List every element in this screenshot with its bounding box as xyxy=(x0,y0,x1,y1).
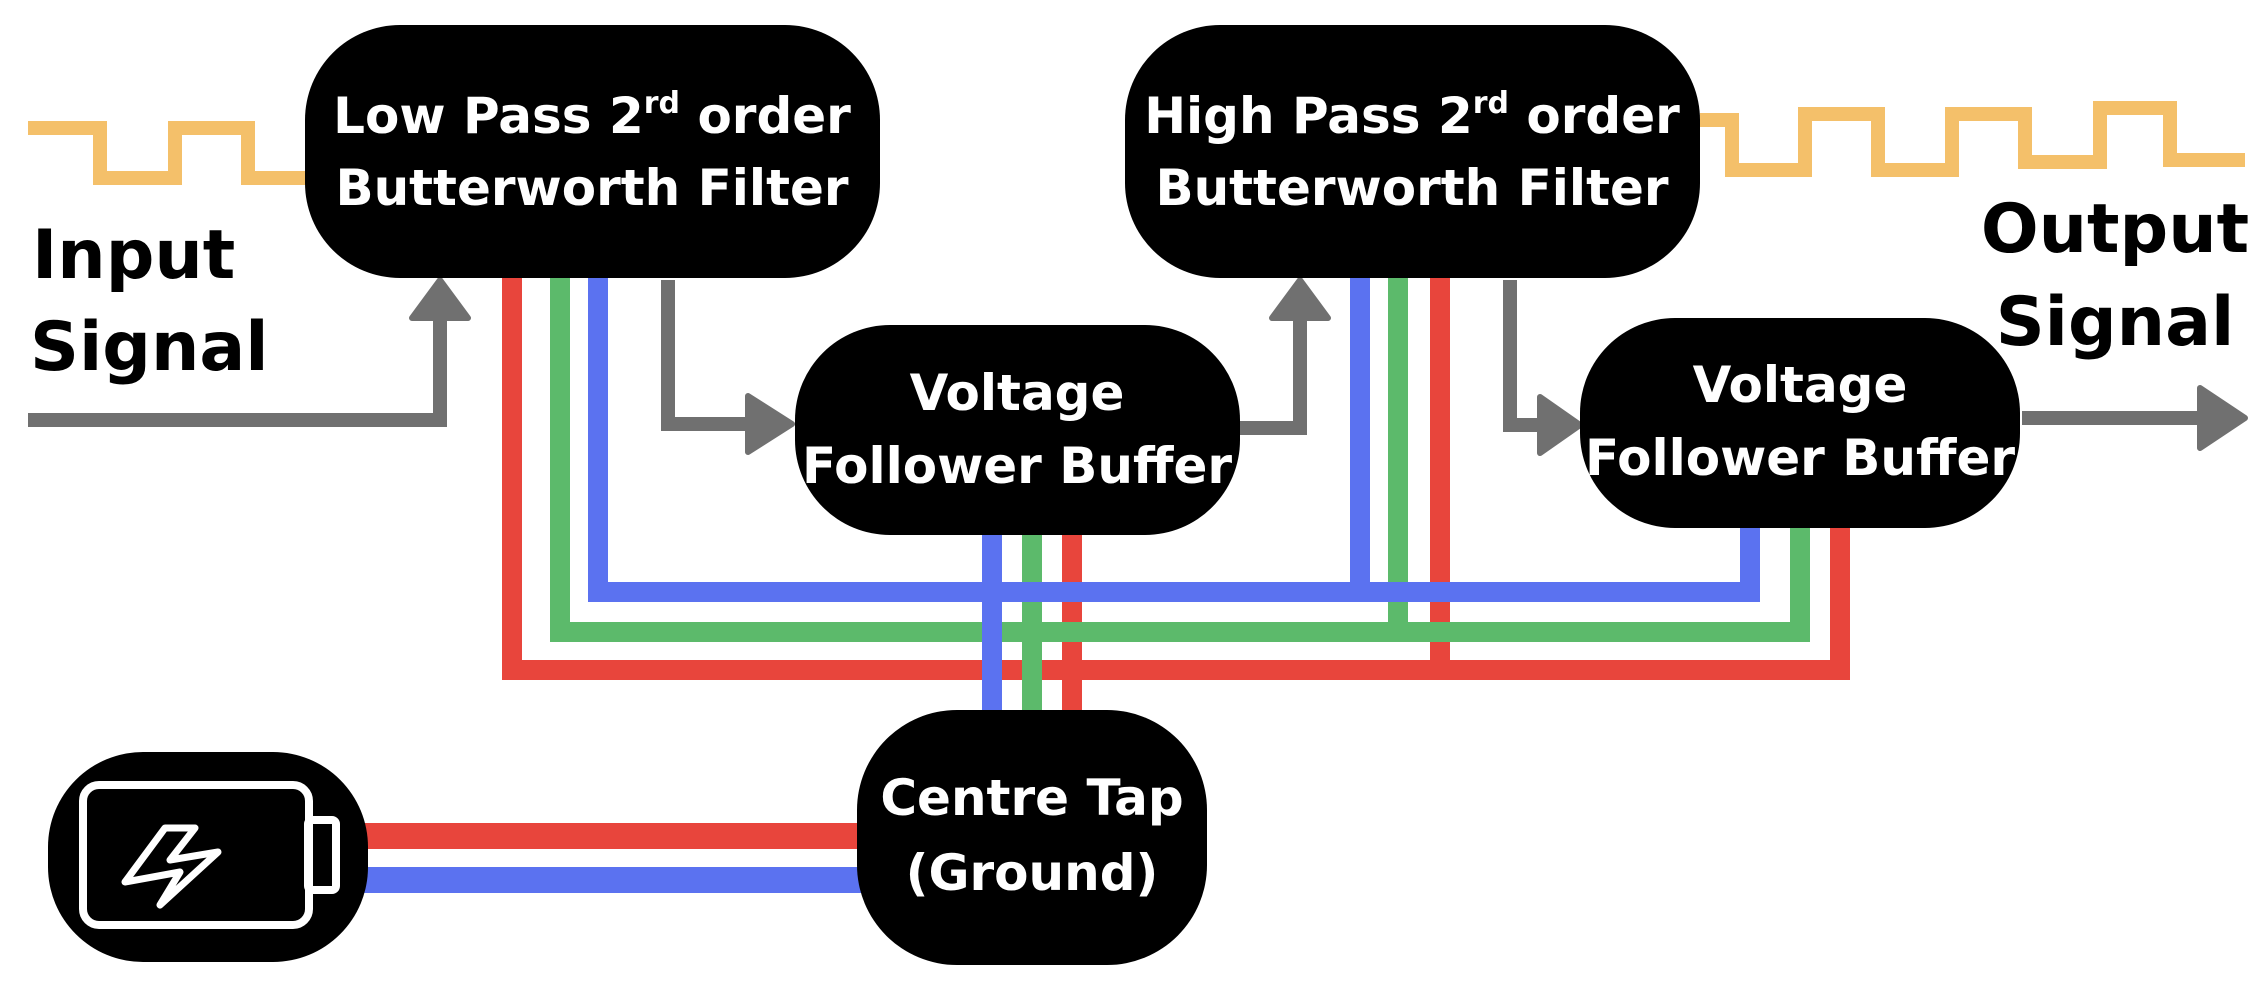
lowpass-to-buffer1-arrow xyxy=(661,280,760,431)
lowpass-line1-post: order xyxy=(680,87,851,145)
lowpass-filter-block: Low Pass 2rd order Butterworth Filter xyxy=(305,25,880,278)
centretap-line1: Centre Tap xyxy=(880,769,1183,827)
svg-text:Low Pass 2rd order: Low Pass 2rd order xyxy=(333,86,851,145)
input-arrow-head xyxy=(409,277,471,321)
lowpass-line1-pre: Low Pass 2 xyxy=(333,87,644,145)
voltage-follower-buffer-2: Voltage Follower Buffer xyxy=(1580,318,2020,528)
output-arrow-head xyxy=(2197,385,2248,451)
highpass-line2: Butterworth Filter xyxy=(1155,159,1668,217)
input-square-wave xyxy=(28,121,310,185)
lowpass-line2: Butterworth Filter xyxy=(335,159,848,217)
battery-charging-icon xyxy=(48,752,368,962)
highpass-filter-block: High Pass 2rd order Butterworth Filter xyxy=(1125,25,1700,278)
lowpass-to-buffer1-head xyxy=(745,393,795,455)
highpass-line1-sup: rd xyxy=(1473,86,1509,121)
highpass-to-buffer2-head xyxy=(1537,394,1583,456)
centre-tap-ground-block: Centre Tap (Ground) xyxy=(857,710,1207,965)
square-waves xyxy=(28,101,2245,185)
buffer1-to-highpass-arrow xyxy=(1238,298,1307,435)
lowpass-line1-sup: rd xyxy=(644,86,680,121)
voltage-follower-buffer-1: Voltage Follower Buffer xyxy=(795,325,1240,535)
output-label-line1: Output xyxy=(1981,190,2249,269)
buffer1-line1: Voltage xyxy=(910,364,1125,422)
input-signal-label: Input Signal xyxy=(30,216,269,387)
ground-rail-green xyxy=(550,270,1810,642)
buffer2-line2: Follower Buffer xyxy=(1585,429,2015,487)
negative-rail-blue xyxy=(588,270,1760,602)
highpass-line1-pre: High Pass 2 xyxy=(1144,87,1473,145)
highpass-line1-post: order xyxy=(1509,87,1680,145)
buffer1-line2: Follower Buffer xyxy=(802,437,1232,495)
power-rails xyxy=(360,270,1850,893)
output-square-wave xyxy=(1700,101,2245,177)
positive-rail-red xyxy=(502,270,1850,680)
output-signal-label: Output Signal xyxy=(1981,190,2249,362)
buffer1-to-highpass-head xyxy=(1269,277,1331,321)
highpass-to-buffer2-arrow xyxy=(1503,280,1548,432)
svg-text:High Pass 2rd order: High Pass 2rd order xyxy=(1144,86,1680,145)
input-signal-arrow xyxy=(28,300,447,427)
buffer2-line1: Voltage xyxy=(1693,356,1908,414)
input-label-line2: Signal xyxy=(30,308,269,387)
centretap-line2: (Ground) xyxy=(906,844,1159,902)
output-label-line2: Signal xyxy=(1996,283,2235,362)
signal-arrows xyxy=(28,277,2248,456)
input-label-line1: Input xyxy=(32,216,235,295)
